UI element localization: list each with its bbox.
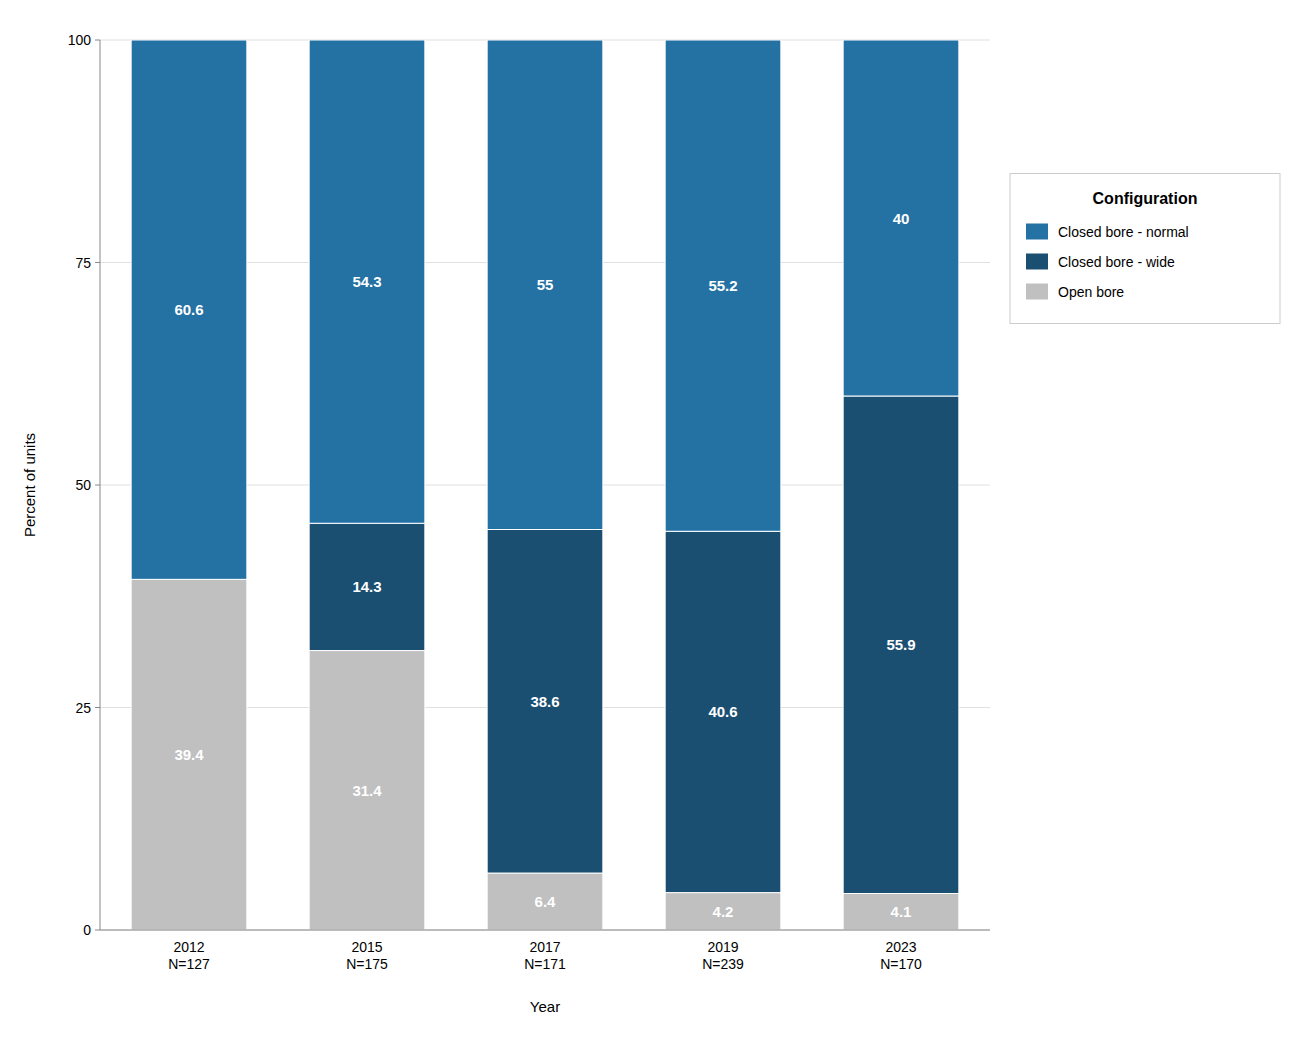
y-axis-label: Percent of units [21, 433, 38, 537]
bar-segment [665, 40, 781, 531]
bar-segment [843, 894, 959, 930]
data-label: 54.3 [352, 273, 381, 290]
legend: Configuration Closed bore - normal Closed … [1010, 174, 1280, 324]
legend-entry: Closed bore - normal [1058, 224, 1189, 240]
y-tick [95, 262, 100, 263]
bar-segment [131, 40, 247, 579]
data-label: 4.2 [713, 903, 734, 920]
y-tick [95, 40, 100, 41]
data-label: 14.3 [352, 578, 381, 595]
x-tick-label: 2023N=170 [880, 939, 922, 972]
y-tick-label: 50 [75, 477, 91, 493]
data-label: 40.6 [708, 703, 737, 720]
data-label: 40 [893, 210, 910, 227]
legend-swatch [1026, 284, 1048, 300]
data-label: 6.4 [535, 893, 557, 910]
data-label: 60.6 [174, 301, 203, 318]
data-label: 55 [537, 276, 554, 293]
bar-segment [487, 530, 603, 874]
x-tick-label: 2015N=175 [346, 939, 388, 972]
grid-line [100, 930, 990, 931]
legend-entry: Open bore [1058, 284, 1124, 300]
legend-box [1010, 174, 1280, 324]
x-tick-label: 2012N=127 [168, 939, 210, 972]
grid [100, 40, 990, 930]
bar-segment [843, 396, 959, 894]
bar-segment [487, 873, 603, 930]
axes: 0 25 50 75 100 2012N=127 2015N=175 2017N=171 201… [68, 32, 990, 972]
bar-segment [131, 579, 247, 930]
bar-segment [309, 651, 425, 930]
data-label: 38.6 [530, 693, 559, 710]
chart: 39.4 31.4 6.4 4.2 4.1 14.3 38.6 40.6 55.9 60.6 54.… [0, 0, 1308, 1050]
data-label: 39.4 [174, 746, 204, 763]
bars [131, 40, 959, 930]
data-label: 55.2 [708, 277, 737, 294]
data-label: 4.1 [891, 903, 912, 920]
data-label: 31.4 [352, 782, 382, 799]
y-tick [95, 930, 100, 931]
bar-segment [665, 531, 781, 892]
x-tick-label: 2019N=239 [702, 939, 744, 972]
y-tick [95, 485, 100, 486]
data-labels: 39.4 31.4 6.4 4.2 4.1 14.3 38.6 40.6 55.9 60.6 54.… [174, 210, 915, 921]
y-tick [95, 707, 100, 708]
bar-segment [309, 523, 425, 650]
legend-entry: Closed bore - wide [1058, 254, 1175, 270]
x-axis-line [100, 930, 990, 931]
y-tick-label: 25 [75, 700, 91, 716]
y-tick-label: 100 [68, 32, 92, 48]
x-axis-label: Year [530, 998, 560, 1015]
data-label: 55.9 [886, 636, 915, 653]
legend-swatch [1026, 254, 1048, 270]
y-tick-label: 75 [75, 255, 91, 271]
legend-swatch [1026, 224, 1048, 240]
bar-segment [665, 893, 781, 930]
bar-segment [309, 40, 425, 523]
bar-segment [843, 40, 959, 396]
legend-title: Configuration [1093, 190, 1198, 207]
bar-segment [487, 40, 603, 530]
x-tick-label: 2017N=171 [524, 939, 566, 972]
y-tick-label: 0 [83, 922, 91, 938]
